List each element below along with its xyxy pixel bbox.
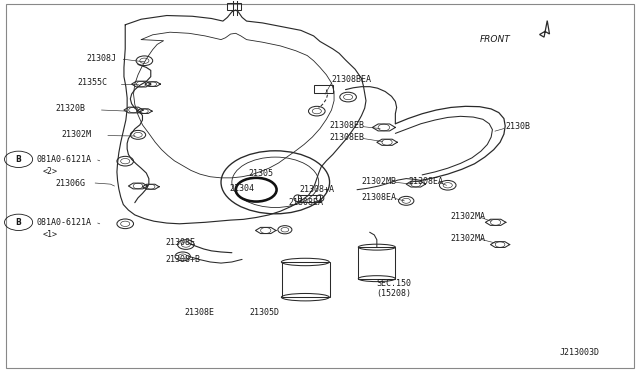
Text: 21308EB: 21308EB — [330, 133, 365, 142]
Text: 21308EA: 21308EA — [288, 198, 323, 207]
Text: 081A0-6121A: 081A0-6121A — [36, 218, 92, 227]
Text: 21320B: 21320B — [55, 105, 85, 113]
Text: 21306G: 21306G — [55, 179, 85, 187]
Bar — [298, 195, 320, 202]
Text: 21308EA: 21308EA — [362, 193, 397, 202]
Text: FRONT: FRONT — [479, 35, 511, 44]
Text: B: B — [16, 155, 22, 164]
Text: 21308E: 21308E — [184, 308, 214, 317]
Text: 21302MA: 21302MA — [451, 212, 486, 221]
Text: 21355C: 21355C — [77, 78, 108, 87]
Text: 21302MB: 21302MB — [362, 177, 397, 186]
Text: 21304: 21304 — [229, 185, 254, 193]
Text: 21308J: 21308J — [87, 54, 117, 62]
Text: 2130B: 2130B — [505, 122, 530, 131]
Text: 081A0-6121A: 081A0-6121A — [36, 155, 92, 164]
Text: <1>: <1> — [43, 230, 58, 239]
Text: SEC.150: SEC.150 — [376, 279, 411, 288]
Bar — [358, 247, 396, 279]
Text: 21305D: 21305D — [250, 308, 280, 317]
Bar — [227, 3, 241, 10]
Text: (15208): (15208) — [376, 289, 411, 298]
Text: 21308+A: 21308+A — [300, 185, 335, 194]
Text: 21308EB: 21308EB — [330, 122, 365, 131]
Text: 21308BEA: 21308BEA — [332, 75, 371, 84]
Bar — [314, 85, 333, 93]
Text: 21305: 21305 — [248, 169, 273, 177]
Bar — [282, 262, 330, 297]
Text: 21308EA: 21308EA — [408, 177, 443, 186]
Text: 21308+B: 21308+B — [166, 255, 200, 264]
Text: 21308E: 21308E — [166, 238, 195, 247]
Text: J213003D: J213003D — [559, 347, 600, 356]
Text: B: B — [16, 218, 22, 227]
Text: 21302M: 21302M — [61, 130, 92, 140]
Text: <2>: <2> — [43, 167, 58, 176]
Text: 21302MA: 21302MA — [451, 234, 486, 243]
